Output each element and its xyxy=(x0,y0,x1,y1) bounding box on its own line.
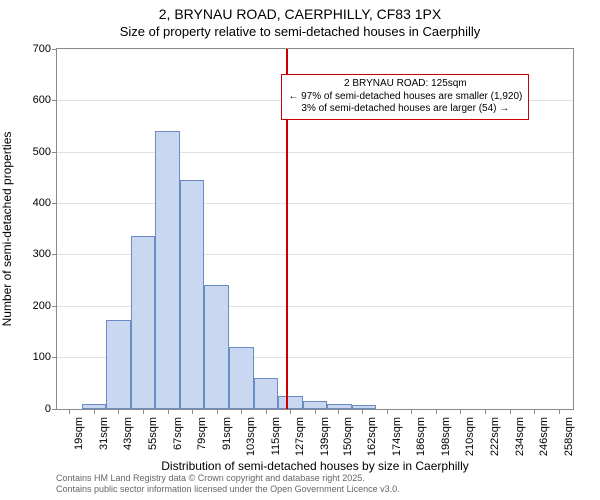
x-tick-mark xyxy=(411,409,412,414)
annotation-line: 2 BRYNAU ROAD: 125sqm xyxy=(288,78,522,91)
x-tick-mark xyxy=(534,409,535,414)
x-tick-mark xyxy=(485,409,486,414)
chart-title-line1: 2, BRYNAU ROAD, CAERPHILLY, CF83 1PX xyxy=(0,6,600,24)
x-tick-mark xyxy=(94,409,95,414)
histogram-bar xyxy=(229,347,254,409)
x-tick-mark xyxy=(168,409,169,414)
y-tick-mark xyxy=(52,409,57,410)
x-tick-label: 139sqm xyxy=(319,417,331,465)
x-tick-label: 19sqm xyxy=(73,417,85,465)
x-tick-mark xyxy=(436,409,437,414)
x-tick-label: 198sqm xyxy=(440,417,452,465)
annotation-line: ← 97% of semi-detached houses are smalle… xyxy=(288,91,522,104)
y-tick-mark xyxy=(52,49,57,50)
x-tick-label: 186sqm xyxy=(415,417,427,465)
x-tick-label: 150sqm xyxy=(342,417,354,465)
histogram-bar xyxy=(131,236,156,408)
y-tick-label: 300 xyxy=(21,248,51,260)
y-tick-label: 500 xyxy=(21,146,51,158)
x-tick-mark xyxy=(192,409,193,414)
y-tick-mark xyxy=(52,254,57,255)
histogram-bar xyxy=(155,131,180,409)
x-tick-label: 103sqm xyxy=(245,417,257,465)
x-tick-mark xyxy=(559,409,560,414)
x-tick-label: 43sqm xyxy=(122,417,134,465)
x-tick-mark xyxy=(217,409,218,414)
x-tick-mark xyxy=(387,409,388,414)
y-tick-mark xyxy=(52,152,57,153)
y-tick-mark xyxy=(52,357,57,358)
x-tick-mark xyxy=(510,409,511,414)
histogram-bar xyxy=(327,404,352,409)
annotation-box: 2 BRYNAU ROAD: 125sqm← 97% of semi-detac… xyxy=(281,74,529,120)
x-tick-label: 55sqm xyxy=(147,417,159,465)
x-tick-mark xyxy=(315,409,316,414)
histogram-bar xyxy=(254,378,279,409)
x-tick-label: 79sqm xyxy=(196,417,208,465)
y-tick-label: 200 xyxy=(21,300,51,312)
histogram-plot-area: Number of semi-detached properties Distr… xyxy=(56,48,574,410)
x-tick-mark xyxy=(362,409,363,414)
footer-line2: Contains public sector information licen… xyxy=(56,484,400,496)
x-tick-label: 127sqm xyxy=(294,417,306,465)
x-tick-mark xyxy=(338,409,339,414)
annotation-line: 3% of semi-detached houses are larger (5… xyxy=(288,103,522,116)
x-tick-mark xyxy=(69,409,70,414)
x-tick-label: 174sqm xyxy=(391,417,403,465)
y-tick-label: 100 xyxy=(21,351,51,363)
gridline-h xyxy=(57,203,573,204)
chart-title-block: 2, BRYNAU ROAD, CAERPHILLY, CF83 1PX Siz… xyxy=(0,0,600,40)
footer-line1: Contains HM Land Registry data © Crown c… xyxy=(56,473,400,485)
y-axis-label: Number of semi-detached properties xyxy=(0,131,14,326)
chart-title-line2: Size of property relative to semi-detach… xyxy=(0,24,600,40)
histogram-bar xyxy=(204,285,229,408)
y-tick-mark xyxy=(52,203,57,204)
y-tick-label: 0 xyxy=(21,403,51,415)
gridline-h xyxy=(57,152,573,153)
x-tick-label: 258sqm xyxy=(563,417,575,465)
x-tick-label: 31sqm xyxy=(98,417,110,465)
x-tick-mark xyxy=(290,409,291,414)
x-tick-label: 91sqm xyxy=(221,417,233,465)
y-tick-label: 600 xyxy=(21,94,51,106)
x-tick-label: 115sqm xyxy=(270,417,282,465)
x-tick-mark xyxy=(118,409,119,414)
x-tick-mark xyxy=(460,409,461,414)
x-tick-label: 162sqm xyxy=(366,417,378,465)
x-tick-label: 246sqm xyxy=(538,417,550,465)
x-tick-label: 210sqm xyxy=(464,417,476,465)
y-tick-label: 700 xyxy=(21,43,51,55)
x-tick-label: 222sqm xyxy=(489,417,501,465)
x-tick-mark xyxy=(143,409,144,414)
histogram-bar xyxy=(106,320,131,408)
histogram-bar xyxy=(352,405,377,409)
y-tick-mark xyxy=(52,100,57,101)
histogram-bar xyxy=(278,396,303,409)
x-tick-label: 234sqm xyxy=(514,417,526,465)
x-tick-mark xyxy=(241,409,242,414)
histogram-bar xyxy=(180,180,205,409)
chart-footer: Contains HM Land Registry data © Crown c… xyxy=(56,473,400,496)
x-tick-mark xyxy=(266,409,267,414)
y-tick-mark xyxy=(52,306,57,307)
x-tick-label: 67sqm xyxy=(172,417,184,465)
histogram-bar xyxy=(303,401,328,409)
y-tick-label: 400 xyxy=(21,197,51,209)
